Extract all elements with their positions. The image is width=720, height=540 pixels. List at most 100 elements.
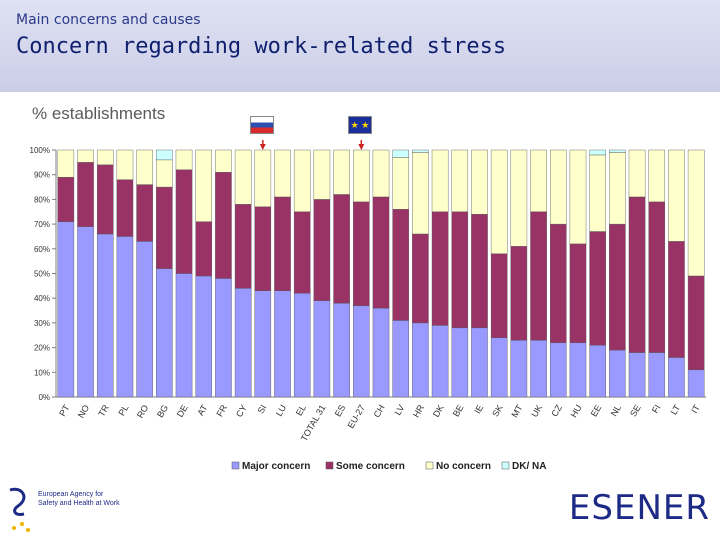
y-tick-label: 80% bbox=[34, 195, 50, 204]
bar-segment bbox=[530, 211, 547, 341]
bar-segment bbox=[313, 300, 331, 398]
bar-segment bbox=[510, 246, 528, 341]
bar-segment bbox=[313, 199, 331, 301]
bar-segment bbox=[687, 275, 705, 371]
bar-segment bbox=[549, 223, 567, 343]
y-tick-label: 70% bbox=[34, 220, 50, 229]
bar-segment bbox=[96, 149, 114, 166]
x-tick-label: SE bbox=[628, 403, 643, 418]
bar-segment bbox=[274, 149, 291, 198]
x-tick-label: LT bbox=[669, 403, 683, 417]
legend-swatch bbox=[501, 461, 510, 470]
bar-segment bbox=[392, 320, 409, 398]
legend-swatch bbox=[425, 461, 434, 470]
legend-swatch bbox=[231, 461, 240, 470]
x-tick-label: LV bbox=[393, 403, 407, 417]
bar-segment bbox=[609, 349, 626, 398]
bar-segment bbox=[156, 159, 173, 188]
bar-segment bbox=[77, 226, 94, 398]
bar-segment bbox=[510, 149, 528, 247]
x-tick-label: EU-27 bbox=[346, 403, 367, 430]
bar-segment bbox=[136, 184, 153, 242]
bar-segment bbox=[293, 293, 311, 398]
x-tick-label: PT bbox=[57, 403, 72, 418]
bar-segment bbox=[77, 149, 94, 163]
bar-segment bbox=[313, 149, 331, 200]
bar-segment bbox=[569, 243, 587, 343]
x-tick-label: SI bbox=[256, 403, 269, 415]
bar-segment bbox=[195, 221, 213, 277]
bar-segment bbox=[490, 149, 508, 254]
bar-segment bbox=[96, 233, 114, 398]
bar-segment bbox=[175, 169, 193, 274]
highlight-arrowhead bbox=[259, 144, 266, 150]
section-kicker: Main concerns and causes bbox=[16, 12, 201, 28]
bar-segment bbox=[372, 196, 390, 309]
bar-segment bbox=[510, 339, 528, 398]
y-tick-label: 40% bbox=[34, 294, 50, 303]
y-tick-label: 90% bbox=[34, 171, 50, 180]
bar-segment bbox=[392, 157, 409, 210]
slide-header: Main concerns and causes Concern regardi… bbox=[0, 0, 720, 92]
bar-segment bbox=[589, 344, 606, 398]
bar-segment bbox=[333, 302, 350, 398]
bar-segment bbox=[549, 342, 567, 398]
bar-segment bbox=[96, 164, 114, 235]
x-tick-label: UK bbox=[529, 403, 544, 419]
bar-segment bbox=[57, 149, 75, 178]
bar-segment bbox=[274, 290, 291, 398]
bar-segment bbox=[589, 149, 606, 156]
y-tick-label: 10% bbox=[34, 368, 50, 377]
bar-segment bbox=[687, 149, 705, 277]
bar-segment bbox=[648, 201, 666, 353]
bar-segment bbox=[353, 305, 370, 398]
x-tick-label: AT bbox=[195, 403, 209, 418]
bar-segment bbox=[569, 342, 587, 398]
bar-segment bbox=[116, 179, 134, 237]
bar-segment bbox=[412, 233, 429, 324]
bar-segment bbox=[687, 369, 705, 398]
bar-segment bbox=[471, 149, 488, 215]
bar-segment bbox=[372, 307, 390, 398]
x-tick-label: IT bbox=[689, 403, 702, 415]
bar-segment bbox=[431, 325, 449, 398]
bar-segment bbox=[451, 327, 469, 398]
bar-segment bbox=[589, 154, 606, 232]
stacked-bar-chart: 0% 10% 20% 30% 40% 50% 60% 70% 80% 90% 100% PT NO TR P… bbox=[30, 140, 706, 472]
legend-label: Some concern bbox=[336, 461, 405, 472]
bar-segment bbox=[274, 196, 291, 291]
y-axis-label: % establishments bbox=[32, 104, 166, 123]
legend-label: Major concern bbox=[242, 461, 310, 472]
legend-label: DK/ NA bbox=[512, 461, 546, 472]
x-tick-label: MT bbox=[509, 403, 524, 420]
x-tick-label: NL bbox=[609, 403, 623, 418]
bar-segment bbox=[333, 149, 350, 195]
bar-segment bbox=[412, 149, 429, 153]
x-tick-label: CY bbox=[234, 403, 249, 419]
bar-segment bbox=[57, 221, 75, 398]
bar-segment bbox=[293, 211, 311, 294]
x-tick-label: BE bbox=[451, 403, 466, 418]
bar-segment bbox=[116, 236, 134, 398]
bar-segment bbox=[451, 149, 469, 212]
slide-title: Concern regarding work-related stress bbox=[16, 34, 507, 59]
bar-segment bbox=[353, 149, 370, 203]
y-tick-label: 100% bbox=[30, 146, 50, 155]
bar-segment bbox=[392, 209, 409, 321]
x-tick-label: PL bbox=[117, 403, 131, 418]
bar-segment bbox=[609, 223, 626, 351]
bar-segment bbox=[175, 149, 193, 170]
slovenia-flag-icon bbox=[250, 116, 274, 134]
bar-segment bbox=[668, 149, 685, 242]
x-tick-label: EL bbox=[294, 403, 308, 418]
bar-segment bbox=[156, 186, 173, 269]
x-tick-label: DE bbox=[175, 403, 190, 419]
legend-swatch bbox=[325, 461, 334, 470]
bar-segment bbox=[156, 149, 173, 161]
x-tick-label: BG bbox=[155, 403, 170, 419]
bar-segment bbox=[116, 149, 134, 180]
x-tick-label: HR bbox=[411, 403, 426, 420]
bar-segment bbox=[628, 352, 646, 398]
bar-segment bbox=[234, 204, 252, 289]
bar-segment bbox=[609, 152, 626, 225]
